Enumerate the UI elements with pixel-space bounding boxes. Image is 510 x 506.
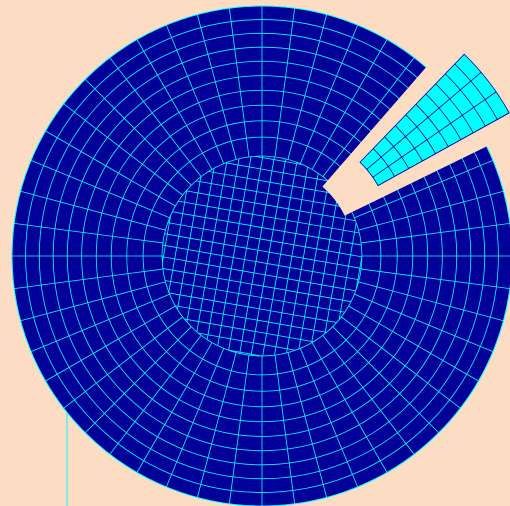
spoke-line (84, 78, 192, 186)
spoke-line (341, 316, 461, 409)
spoke-line (311, 342, 388, 473)
mesh-line (146, 263, 376, 307)
spoke-line (274, 355, 296, 504)
spoke-line (358, 190, 504, 231)
mesh-line (146, 275, 374, 318)
spoke-line (136, 39, 213, 170)
spoke-line (354, 159, 494, 219)
wedge-line (366, 71, 482, 170)
spoke-line (361, 222, 510, 244)
wedge-piece (359, 53, 510, 187)
spoke-line (63, 103, 183, 196)
mesh-line (258, 140, 301, 372)
wedge-line (384, 136, 410, 169)
wedge-line (425, 93, 462, 140)
spoke-line (136, 342, 213, 473)
wedge (359, 53, 510, 187)
spoke-line (165, 24, 225, 164)
mesh-line (201, 140, 245, 368)
mesh-line (224, 140, 267, 372)
spoke-line (30, 159, 170, 219)
mesh-line (146, 286, 372, 329)
wedge-line (435, 83, 474, 134)
mesh-line (269, 142, 313, 372)
wedge-line (372, 91, 497, 178)
spoke-line (348, 305, 479, 382)
spoke-line (332, 326, 440, 434)
spoke-line (20, 281, 166, 322)
spoke-line (228, 8, 250, 157)
spoke-line (287, 352, 328, 498)
spoke-line (45, 305, 176, 382)
spoke-line (63, 316, 183, 409)
spoke-line (322, 335, 415, 455)
wedge-line (415, 104, 449, 147)
mesh-line (146, 229, 378, 273)
mesh-line (146, 218, 378, 261)
mesh-line (281, 144, 324, 372)
wedge-line (405, 114, 436, 154)
spoke-line (109, 57, 202, 177)
spoke-line (14, 222, 163, 244)
wedge-line (377, 112, 510, 186)
spoke-line (84, 326, 192, 434)
spoke-line (311, 39, 388, 170)
mesh-line (150, 195, 378, 239)
mesh-line (190, 140, 234, 366)
spoke-line (45, 130, 176, 207)
spoke-line (322, 57, 415, 177)
mesh-line (152, 184, 378, 228)
spoke-line (196, 352, 237, 498)
spoke-line (299, 348, 359, 488)
wedge-line (444, 73, 486, 127)
spoke-line (361, 268, 510, 290)
spoke-line (165, 348, 225, 488)
mesh-line (235, 140, 279, 372)
spoke-line (228, 355, 250, 504)
spoke-line (109, 335, 202, 455)
mesh-line (146, 241, 378, 284)
mesh-line (148, 207, 378, 250)
spoke-line (287, 14, 328, 160)
spoke-line (358, 281, 504, 322)
spoke-line (20, 190, 166, 231)
spoke-line (30, 293, 170, 353)
spoke-line (299, 24, 359, 164)
spoke-line (354, 293, 494, 353)
wedge-line (454, 63, 498, 120)
mesh-line (146, 252, 378, 295)
mesh-line (213, 140, 256, 370)
wedge-line (395, 125, 423, 162)
spoke-line (196, 14, 237, 160)
spoke-line (274, 8, 296, 157)
mesh-line (247, 140, 290, 372)
spoke-line (14, 268, 163, 290)
